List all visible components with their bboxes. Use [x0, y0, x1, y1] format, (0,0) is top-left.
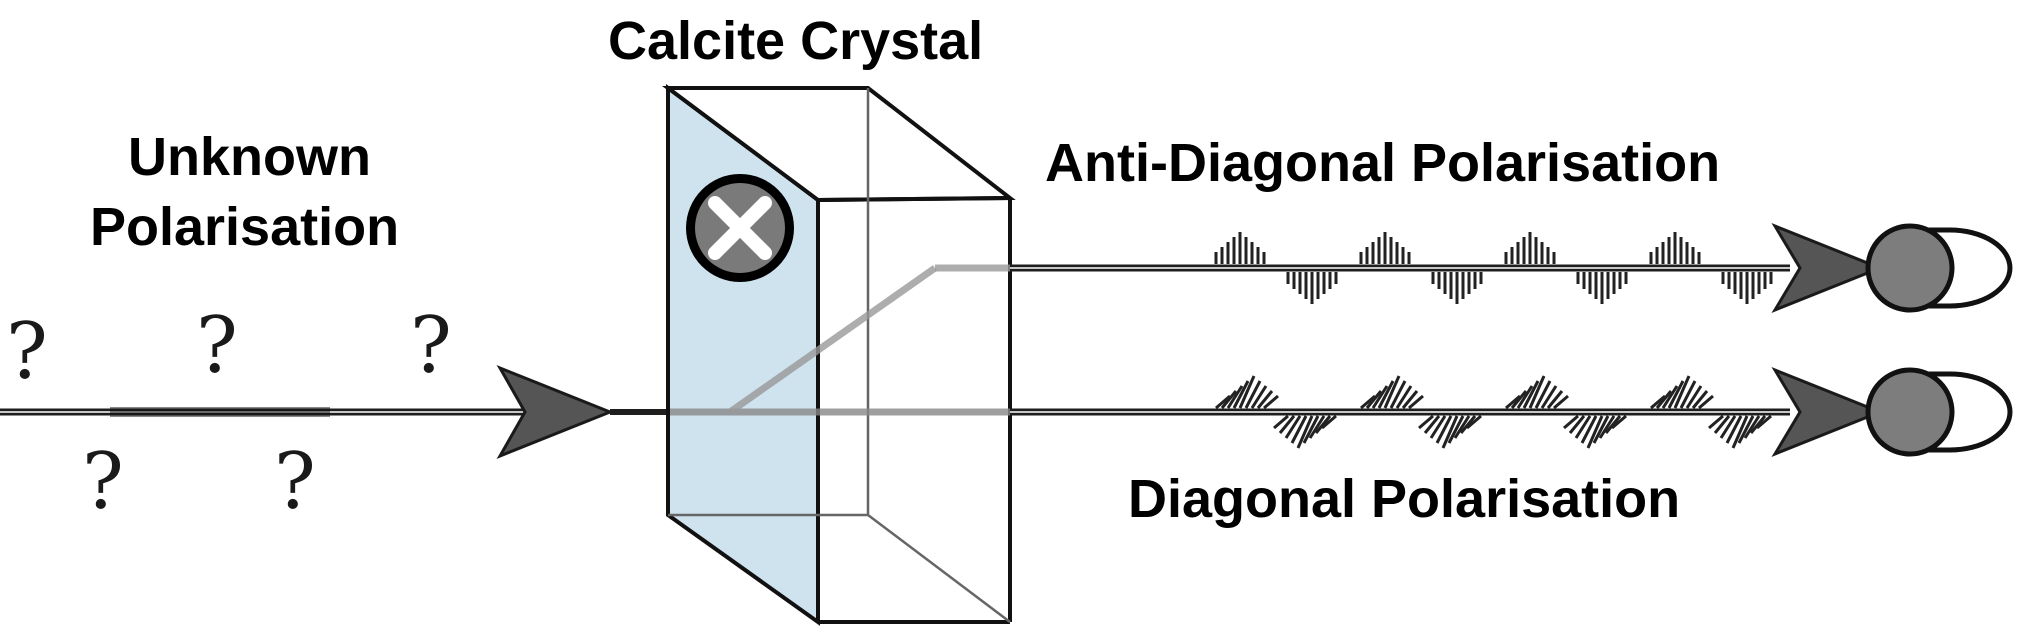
wave-stroke — [1553, 394, 1569, 410]
wave-stroke — [1743, 415, 1761, 439]
wave-stroke — [1278, 415, 1296, 434]
wave-stroke — [1580, 415, 1598, 444]
wave-stroke — [1250, 385, 1268, 409]
wave-stroke — [1546, 390, 1564, 409]
wave-stroke — [1534, 380, 1552, 409]
unknown-polarisation-label-line2: Polarisation — [90, 197, 400, 257]
wave-stroke — [1408, 394, 1424, 410]
wave-stroke — [1725, 415, 1743, 444]
unknown-polarisation-marks: ? ? ? ? ? — [6, 301, 452, 527]
wave-stroke — [1365, 390, 1383, 409]
wave-stroke — [1466, 414, 1482, 430]
wave-stroke — [1220, 390, 1238, 409]
wave-stroke — [1232, 380, 1250, 409]
wave-stroke — [1377, 380, 1395, 409]
question-mark-4: ? — [82, 437, 124, 527]
diagonal-arrow-icon — [1771, 366, 1885, 458]
diagonal-polarisation-label: Diagonal Polarisation — [1128, 469, 1681, 529]
wave-stroke — [1263, 394, 1279, 410]
wave-stroke — [1371, 385, 1389, 409]
unknown-polarisation-label-line1: Unknown — [128, 127, 371, 187]
anti-diagonal-wave — [1214, 232, 1773, 304]
question-mark-2: ? — [196, 301, 238, 391]
wave-stroke — [1321, 414, 1337, 430]
wave-stroke — [1418, 414, 1434, 430]
wave-stroke — [1244, 380, 1262, 409]
wave-stroke — [1395, 385, 1413, 409]
wave-stroke — [1611, 414, 1627, 430]
wave-stroke — [1749, 415, 1767, 434]
wave-stroke — [1510, 390, 1528, 409]
wave-stroke — [1731, 415, 1749, 449]
wave-stroke — [1423, 415, 1441, 434]
input-arrow-icon — [496, 365, 615, 459]
wave-stroke — [1516, 385, 1534, 409]
wave-stroke — [1435, 415, 1453, 444]
wave-stroke — [1719, 415, 1737, 439]
wave-stroke — [1441, 415, 1459, 449]
wave-stroke — [1401, 390, 1419, 409]
calcite-crystal-label: Calcite Crystal — [608, 11, 984, 71]
question-mark-3: ? — [410, 301, 452, 391]
wave-stroke — [1698, 394, 1714, 410]
wave-stroke — [1713, 415, 1731, 434]
wave-stroke — [1756, 414, 1772, 430]
crystal-marker-close-icon — [686, 174, 794, 282]
anti-diagonal-polarisation-label: Anti-Diagonal Polarisation — [1045, 133, 1721, 193]
wave-stroke — [1592, 415, 1610, 444]
wave-stroke — [1284, 415, 1302, 439]
wave-stroke — [1314, 415, 1332, 434]
wave-stroke — [1226, 385, 1244, 409]
wave-stroke — [1574, 415, 1592, 439]
calcite-crystal — [661, 84, 1016, 626]
wave-stroke — [1655, 390, 1673, 409]
wave-stroke — [1650, 394, 1666, 410]
wave-stroke — [1691, 390, 1709, 409]
wave-stroke — [1389, 380, 1407, 409]
question-mark-1: ? — [6, 307, 48, 397]
wave-stroke — [1505, 394, 1521, 410]
wave-stroke — [1598, 415, 1616, 439]
wave-stroke — [1667, 380, 1685, 409]
wave-stroke — [1238, 375, 1256, 409]
wave-stroke — [1273, 414, 1289, 430]
diagonal-wave — [1215, 375, 1772, 449]
wave-stroke — [1737, 415, 1755, 444]
question-mark-5: ? — [274, 437, 316, 527]
wave-stroke — [1708, 414, 1724, 430]
wave-stroke — [1685, 385, 1703, 409]
diagonal-detector-icon — [1865, 367, 2013, 457]
anti-diagonal-detector-icon — [1865, 223, 2013, 313]
wave-stroke — [1540, 385, 1558, 409]
wave-stroke — [1360, 394, 1376, 410]
wave-stroke — [1453, 415, 1471, 439]
wave-stroke — [1383, 375, 1401, 409]
anti-diagonal-arrow-icon — [1771, 222, 1885, 314]
wave-stroke — [1256, 390, 1274, 409]
wave-stroke — [1447, 415, 1465, 444]
wave-stroke — [1459, 415, 1477, 434]
wave-stroke — [1673, 375, 1691, 409]
wave-stroke — [1215, 394, 1231, 410]
wave-stroke — [1568, 415, 1586, 434]
wave-stroke — [1308, 415, 1326, 439]
wave-stroke — [1296, 415, 1314, 449]
wave-stroke — [1290, 415, 1308, 444]
wave-stroke — [1661, 385, 1679, 409]
wave-stroke — [1679, 380, 1697, 409]
wave-stroke — [1586, 415, 1604, 449]
wave-stroke — [1522, 380, 1540, 409]
wave-stroke — [1563, 414, 1579, 430]
wave-stroke — [1528, 375, 1546, 409]
wave-stroke — [1604, 415, 1622, 434]
wave-stroke — [1429, 415, 1447, 439]
wave-stroke — [1302, 415, 1320, 444]
